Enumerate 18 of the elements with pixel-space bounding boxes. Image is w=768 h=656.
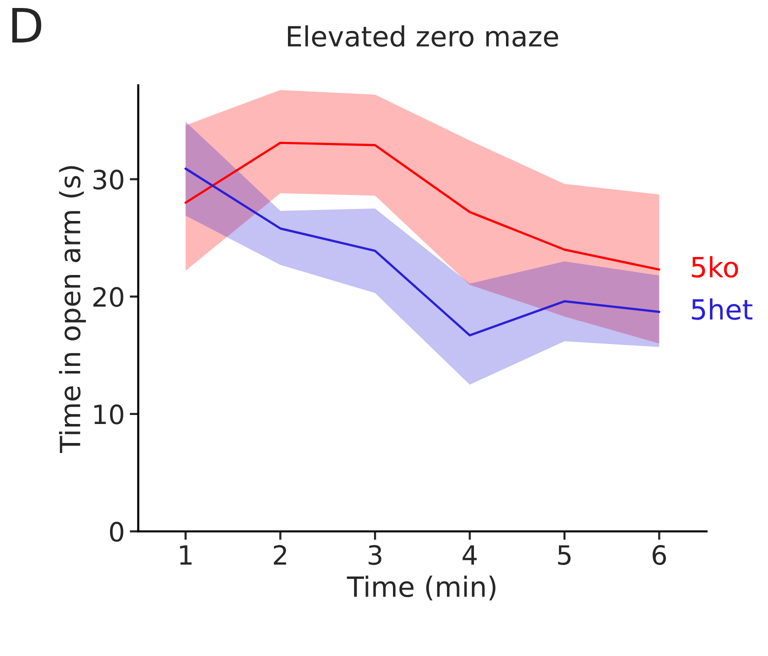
y-tick-label: 30 (93, 170, 124, 190)
y-axis-title: Time in open arm (s) (59, 166, 86, 453)
x-tick-label: 3 (368, 545, 382, 565)
x-axis-title: Time (min) (346, 576, 496, 600)
series-label: 5het (692, 298, 752, 320)
y-tick-label: 10 (94, 404, 124, 424)
line-series (184, 142, 660, 271)
x-tick-label: 1 (180, 545, 192, 565)
series-label: 5ko (692, 256, 738, 278)
x-tick-label: 6 (652, 545, 666, 565)
chart-title: Elevated zero maze (288, 25, 558, 47)
y-tick-label: 0 (110, 522, 124, 542)
y-tick-label: 20 (93, 287, 124, 307)
x-tick-label: 5 (558, 545, 571, 565)
x-tick-label: 4 (462, 545, 477, 565)
line-series (184, 168, 660, 336)
x-tick-label: 2 (274, 545, 286, 565)
text: D (12, 8, 42, 42)
